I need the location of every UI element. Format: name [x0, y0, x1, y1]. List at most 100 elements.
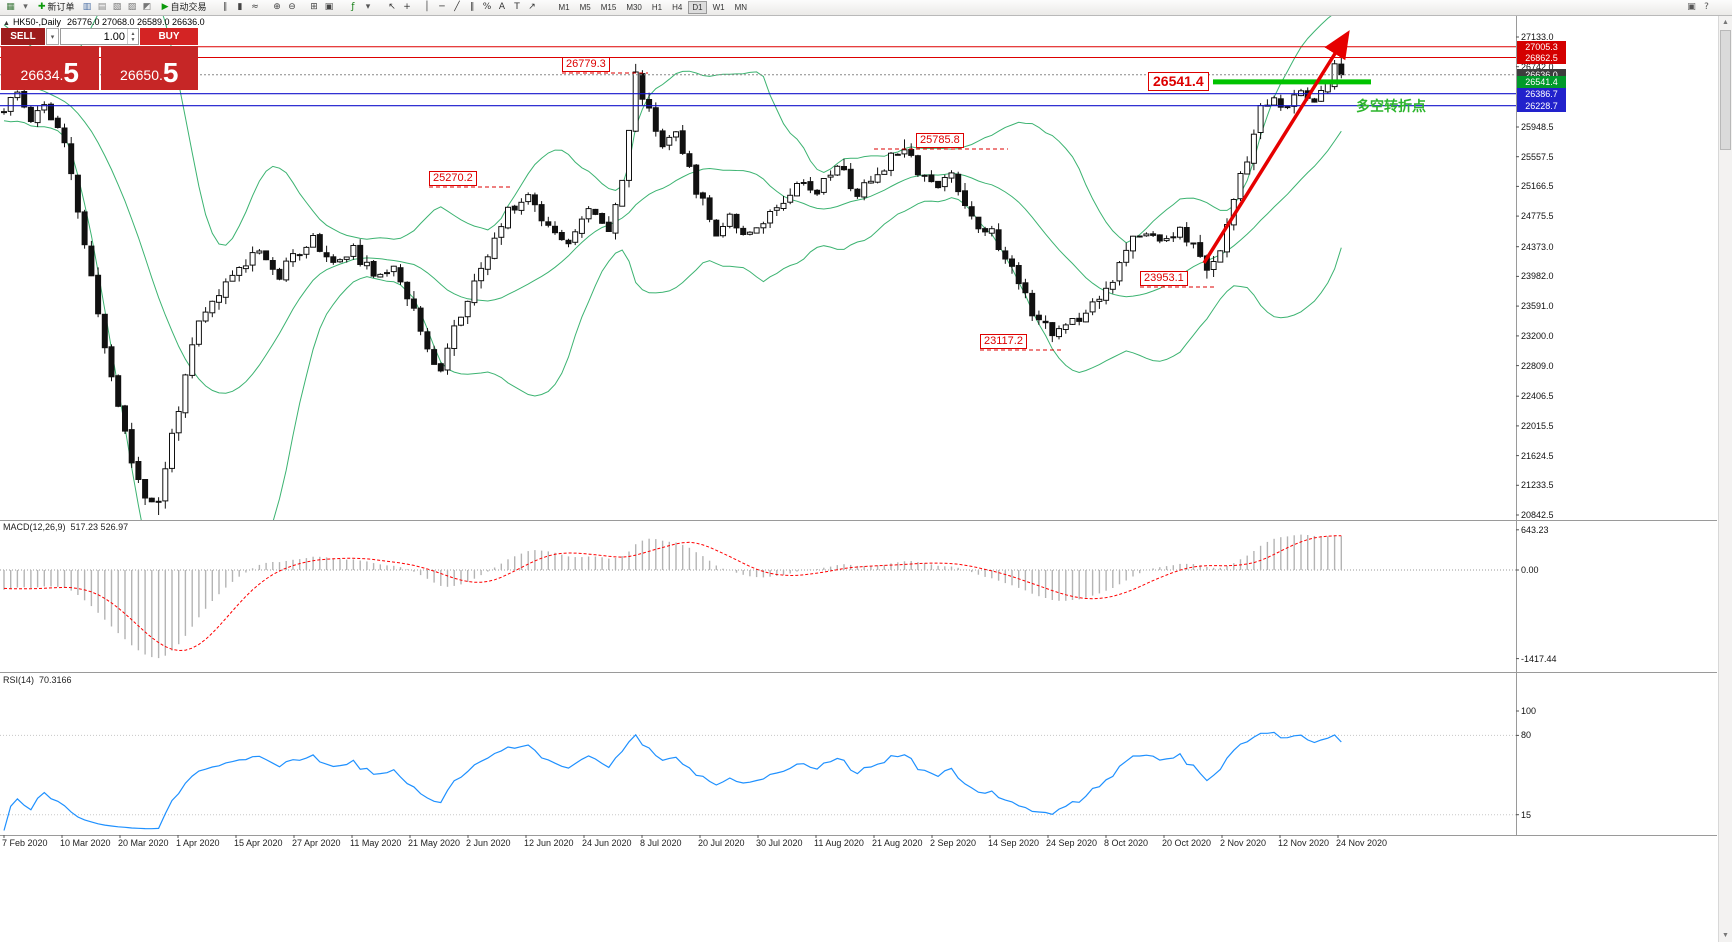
autotrade-button[interactable]: ▶ 自动交易: [161, 1, 208, 14]
zoom-out-button[interactable]: ⊖: [286, 1, 299, 14]
scrollbar-thumb[interactable]: [1720, 30, 1731, 150]
price-callout[interactable]: 23953.1: [1140, 271, 1188, 286]
bollinger-lower: [3, 120, 1342, 520]
chart-ohlc: 26776.0 27068.0 26589.0 26636.0: [66, 17, 205, 27]
tile-windows-icon: ⊞: [310, 2, 318, 12]
scroll-down-icon[interactable]: ▼: [1722, 932, 1729, 939]
cascade-windows-icon: ▣: [324, 2, 334, 12]
market-watch-icon: ▥: [82, 2, 92, 12]
indicators-list-button[interactable]: ▾: [362, 1, 375, 14]
autotrade-label: 自动交易: [170, 2, 207, 12]
volume-stepper[interactable]: ▲ ▼: [127, 29, 138, 44]
vertical-scrollbar[interactable]: ▲ ▼: [1718, 16, 1732, 942]
sell-button[interactable]: SELL: [1, 28, 45, 45]
cursor-button[interactable]: ↖: [386, 1, 399, 14]
text-label-button[interactable]: T: [511, 1, 524, 14]
candle-chart-button[interactable]: ▮: [234, 1, 247, 14]
rsi-indicator-label: RSI(14) 70.3166: [3, 675, 72, 685]
rsi-panel[interactable]: [0, 731, 1516, 831]
navigator-icon: ▧: [112, 2, 122, 12]
price-callout[interactable]: 23117.2: [980, 334, 1027, 349]
timeframe-m15[interactable]: M15: [600, 3, 617, 12]
arrows-tool-button[interactable]: ↗: [526, 1, 539, 14]
text-button[interactable]: A: [496, 1, 509, 14]
fibonacci-icon: %: [482, 2, 492, 12]
macd-name: MACD(12,26,9): [3, 522, 66, 532]
bar-chart-button[interactable]: ∥: [219, 1, 232, 14]
trend-line-button[interactable]: ╱: [451, 1, 464, 14]
help-button[interactable]: ?: [1700, 1, 1713, 14]
navigator-button[interactable]: ▧: [111, 1, 124, 14]
buy-price-box[interactable]: 26650. 5: [100, 46, 198, 90]
price-callout[interactable]: 25785.8: [916, 133, 964, 148]
timeframe-mn[interactable]: MN: [734, 3, 748, 12]
rsi-name: RSI(14): [3, 675, 35, 685]
timeframe-d1[interactable]: D1: [688, 1, 707, 14]
autotrade-icon: ▶: [161, 2, 169, 12]
bollinger-middle: [3, 72, 1342, 394]
chart-profiles-button[interactable]: ▾: [19, 1, 32, 14]
macd-histogram: [3, 534, 1343, 659]
timeframe-m1[interactable]: M1: [558, 3, 570, 12]
indicators-list-icon: ▾: [365, 2, 371, 12]
buy-price: 26650.: [120, 67, 163, 83]
macd-signal-line: [3, 535, 1342, 652]
strategy-tester-button[interactable]: ◩: [141, 1, 154, 14]
zoom-in-button[interactable]: ⊕: [271, 1, 284, 14]
indicators-icon: ƒ: [351, 2, 355, 12]
order-type-dropdown[interactable]: ▾: [46, 28, 59, 45]
new-chart-button[interactable]: ▦: [4, 1, 17, 14]
crosshair-icon: +: [403, 2, 411, 12]
macd-indicator-label: MACD(12,26,9) 517.23 526.97: [3, 522, 128, 532]
market-watch-button[interactable]: ▥: [81, 1, 94, 14]
horizontal-line-button[interactable]: ─: [436, 1, 449, 14]
timeframe-h4[interactable]: H4: [672, 3, 683, 12]
key-level-callout[interactable]: 26541.4: [1148, 72, 1209, 91]
stepper-down-icon: ▼: [130, 36, 136, 43]
macd-panel[interactable]: [0, 534, 1516, 659]
zoom-in-icon: ⊕: [273, 2, 281, 12]
arrows-tool-icon: ↗: [528, 2, 536, 12]
timeframe-h1[interactable]: H1: [651, 3, 663, 12]
data-window-icon: ▤: [97, 2, 107, 12]
scroll-up-icon[interactable]: ▲: [1722, 19, 1729, 26]
vertical-line-button[interactable]: │: [421, 1, 434, 14]
price-callout[interactable]: 26779.3: [562, 57, 610, 72]
cursor-icon: ↖: [388, 2, 396, 12]
indicators-button[interactable]: ƒ: [347, 1, 360, 14]
timeframe-m30[interactable]: M30: [626, 3, 642, 12]
new-order-button[interactable]: ✚ 新订单: [37, 1, 76, 14]
bar-chart-icon: ∥: [222, 2, 228, 12]
timeframe-w1[interactable]: W1: [712, 3, 725, 12]
docking-button[interactable]: ▣: [1685, 1, 1698, 14]
candle-chart-icon: ▮: [237, 2, 243, 12]
volume-input[interactable]: [61, 29, 127, 44]
line-chart-button[interactable]: ≈: [249, 1, 262, 14]
terminal-button[interactable]: ▨: [126, 1, 139, 14]
volume-field: ▲▼: [60, 28, 139, 45]
bollinger-upper: [3, 16, 1332, 246]
timeframe-m5[interactable]: M5: [579, 3, 591, 12]
trend-line-icon: ╱: [454, 2, 460, 12]
vertical-line-icon: │: [424, 2, 430, 12]
chevron-down-icon: ▾: [50, 33, 55, 41]
channel-button[interactable]: ∥: [466, 1, 479, 14]
fibonacci-button[interactable]: %: [481, 1, 494, 14]
sell-price: 26634.: [20, 67, 64, 83]
price-callout[interactable]: 25270.2: [429, 171, 477, 186]
crosshair-button[interactable]: +: [401, 1, 414, 14]
chart-note-text[interactable]: 多空转折点: [1356, 98, 1426, 114]
help-icon: ?: [1704, 2, 1709, 12]
tile-windows-button[interactable]: ⊞: [308, 1, 321, 14]
buy-button[interactable]: BUY: [140, 28, 198, 45]
chart-profiles-icon: ▾: [23, 2, 28, 12]
sell-price-box[interactable]: 26634. 5: [1, 46, 99, 90]
price-panel[interactable]: [0, 0, 1516, 612]
cascade-windows-button[interactable]: ▣: [323, 1, 336, 14]
line-chart-icon: ≈: [251, 2, 259, 12]
trend-arrow[interactable]: [1202, 30, 1350, 264]
rsi-line: [3, 731, 1342, 831]
main-toolbar: ▦ ▾ ✚ 新订单 ▥ ▤ ▧ ▨ ◩ ▶ 自动交易 ∥ ▮ ≈ ⊕ ⊖ ⊞ ▣ ƒ ▾ ↖ + │ ─ ╱ ∥% A T ↗ M1 M5 M…: [0, 0, 1732, 16]
data-window-button[interactable]: ▤: [96, 1, 109, 14]
